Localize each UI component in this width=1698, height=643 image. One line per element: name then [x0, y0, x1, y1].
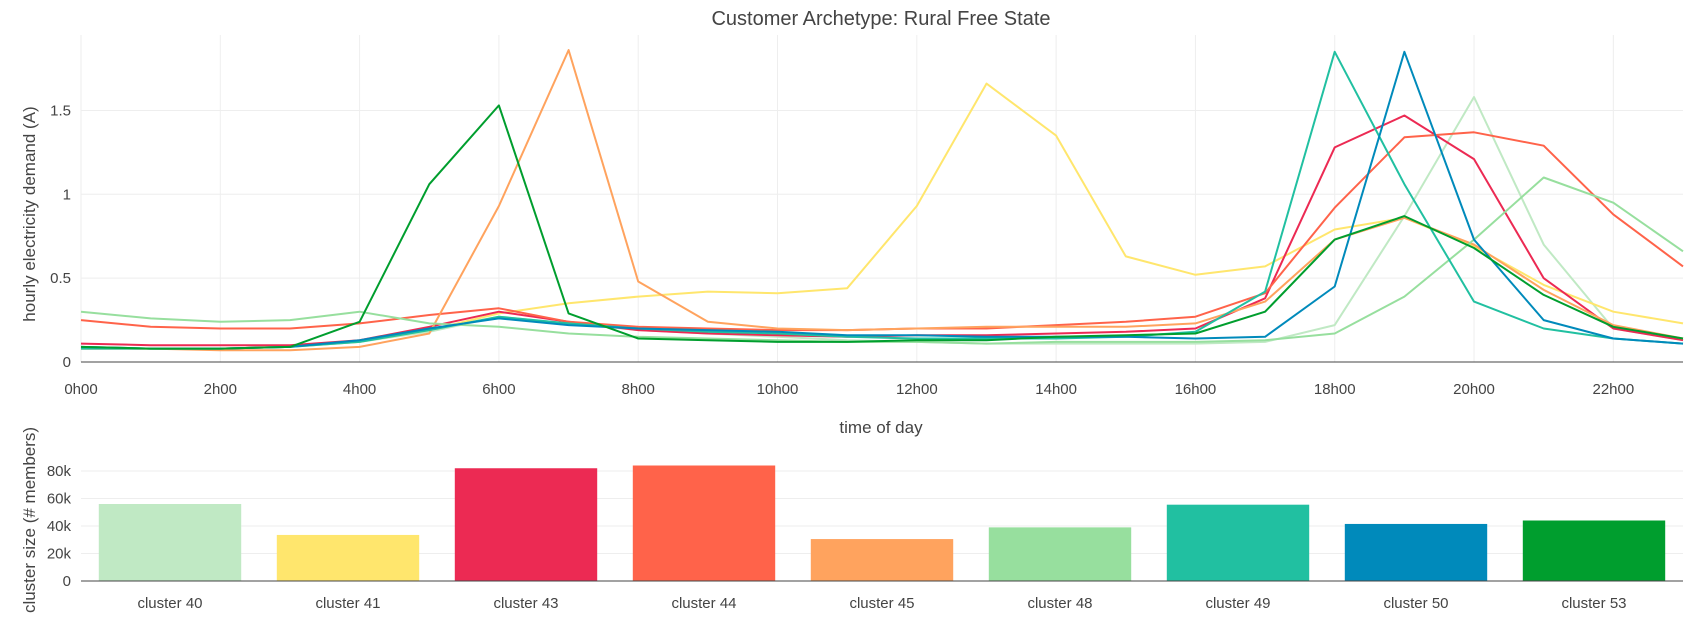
bar-y-tick-label: 60k — [47, 491, 72, 508]
bar-cluster-50 — [1344, 523, 1488, 581]
line-chart-axes: 0h00 2h00 4h00 6h00 8h00 10h00 12h00 14h00 16h00… — [50, 102, 1683, 398]
bar-cluster-48 — [988, 527, 1132, 581]
line-x-tick-label: 4h00 — [343, 381, 376, 398]
bar-category-label: cluster 44 — [671, 595, 736, 612]
bar-cluster-45 — [810, 539, 954, 581]
bar-cluster-41 — [276, 534, 420, 581]
line-x-tick-label: 14h00 — [1035, 381, 1077, 398]
line-x-tick-label: 12h00 — [896, 381, 938, 398]
bar-y-tick-label: 20k — [47, 546, 72, 563]
bar-y-axis-label: cluster size (# members) — [20, 427, 39, 613]
line-x-tick-label: 6h00 — [482, 381, 515, 398]
line-series-6 — [80, 176, 1684, 345]
bar-cluster-40 — [98, 504, 242, 581]
line-y-axis-label: hourly electricity demand (A) — [20, 106, 39, 321]
bar-chart-bars — [98, 465, 1666, 581]
line-y-tick-label: 1 — [63, 186, 71, 203]
bar-cluster-49 — [1166, 504, 1310, 581]
bar-cluster-43 — [454, 468, 598, 581]
line-series-7 — [81, 50, 1684, 350]
bar-y-tick-label: 40k — [47, 518, 72, 535]
bar-y-tick-label: 80k — [47, 463, 72, 480]
line-x-tick-label: 8h00 — [622, 381, 655, 398]
line-series-9 — [80, 104, 1684, 350]
line-y-tick-label: 1.5 — [50, 102, 71, 119]
line-y-tick-label: 0.5 — [50, 270, 71, 287]
line-x-tick-label: 18h00 — [1314, 381, 1356, 398]
line-x-axis-label: time of day — [839, 418, 923, 437]
bar-category-label: cluster 48 — [1027, 595, 1092, 612]
bar-category-label: cluster 45 — [849, 595, 914, 612]
line-x-tick-label: 20h00 — [1453, 381, 1495, 398]
line-x-tick-label: 22h00 — [1592, 381, 1634, 398]
bar-category-label: cluster 53 — [1561, 595, 1626, 612]
line-x-tick-label: 16h00 — [1175, 381, 1217, 398]
bar-y-tick-label: 0 — [63, 573, 71, 590]
line-series-5 — [81, 49, 1684, 352]
line-x-tick-label: 2h00 — [204, 381, 237, 398]
bar-cluster-44 — [632, 465, 776, 581]
bar-cluster-53 — [1522, 520, 1666, 581]
line-series-8 — [80, 50, 1684, 350]
bar-category-label: cluster 40 — [137, 595, 202, 612]
bar-category-label: cluster 41 — [315, 595, 380, 612]
line-x-tick-label: 0h00 — [64, 381, 97, 398]
line-y-tick-label: 0 — [63, 354, 71, 371]
line-chart-grid — [80, 35, 1683, 362]
bar-category-label: cluster 43 — [493, 595, 558, 612]
bar-category-label: cluster 50 — [1383, 595, 1448, 612]
bar-chart-axes: cluster 40 cluster 41 cluster 43 cluster 44… — [47, 463, 1683, 612]
line-x-tick-label: 10h00 — [757, 381, 799, 398]
bar-category-label: cluster 49 — [1205, 595, 1270, 612]
line-chart-series — [80, 49, 1684, 352]
line-series-2 — [81, 82, 1684, 350]
chart-title: Customer Archetype: Rural Free State — [711, 8, 1050, 30]
line-series-4 — [80, 131, 1684, 332]
